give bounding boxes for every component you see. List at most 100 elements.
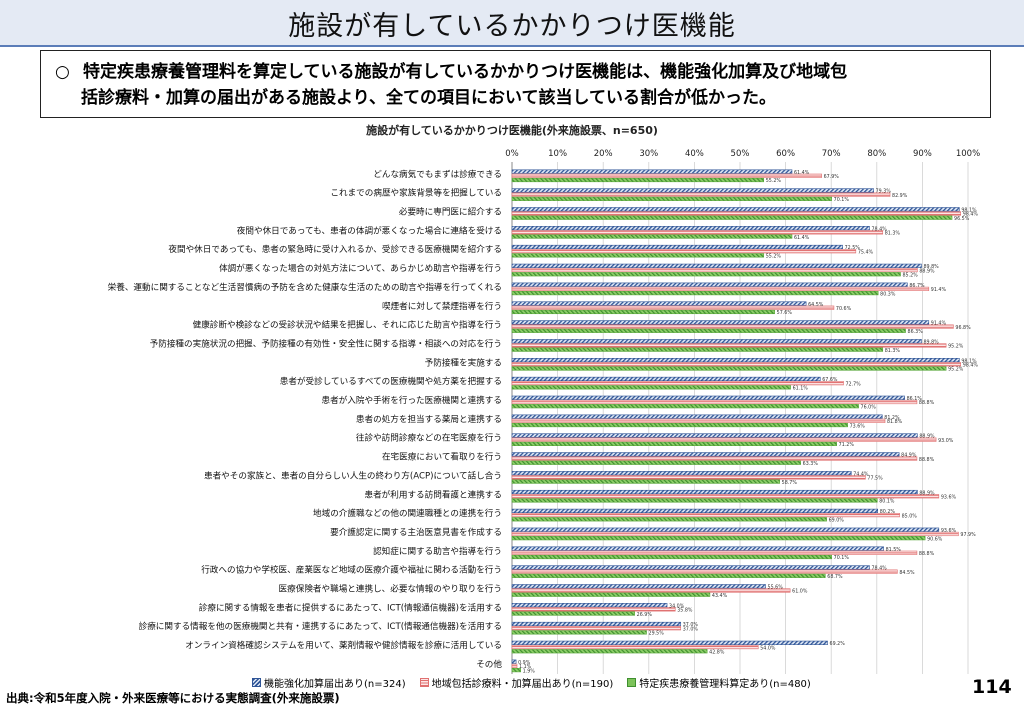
data-label: 61.0% (792, 589, 808, 595)
bar (511, 644, 759, 650)
source-note: 出典:令和5年度入院・外来医療等における実態調査(外来施設票) (6, 691, 340, 705)
bars (511, 169, 962, 673)
bar (511, 667, 521, 673)
bar (511, 441, 837, 447)
data-label: 78.4% (872, 566, 888, 572)
bar (511, 196, 832, 201)
bar (511, 399, 918, 405)
data-label: 89.8% (923, 339, 939, 345)
bar (511, 475, 866, 480)
bar (511, 531, 959, 537)
bar (511, 592, 711, 597)
bar (511, 546, 884, 551)
bar (511, 460, 801, 465)
data-label: 34.0% (669, 603, 685, 609)
category-label: 地域の介護職などの他の関連職種との連携を行う (313, 507, 502, 519)
bar (511, 565, 870, 570)
legend-item-c: 特定疾患療養管理料算定あり(n=480) (627, 675, 811, 690)
category-label: 喫煙者に対して禁煙指導を行う (382, 300, 502, 312)
data-label: 98.1% (961, 208, 977, 214)
data-label: 88.9% (919, 490, 935, 496)
data-label: 43.4% (712, 593, 728, 599)
summary-box: ○ 特定疾患療養管理料を算定している施設が有しているかかりつけ医機能は、機能強化加… (40, 50, 991, 118)
legend-item-b: 地域包括診療料・加算届出あり(n=190) (419, 675, 614, 690)
legend-label-a: 機能強化加算届出あり(n=324) (264, 679, 406, 690)
bar (511, 234, 793, 239)
bar (511, 291, 879, 296)
data-label: 61.4% (794, 170, 810, 176)
data-label: 88.9% (919, 268, 935, 274)
bar (511, 607, 676, 612)
x-tick-label: 0% (505, 149, 519, 159)
bar (511, 418, 886, 423)
data-label: 88.8% (919, 551, 935, 557)
title-bar: 施設が有しているかかりつけ医機能 (0, 0, 1024, 47)
bar (511, 347, 884, 352)
bar (511, 244, 843, 250)
summary-line-1: ○ 特定疾患療養管理料を算定している施設が有しているかかりつけ医機能は、機能強化加… (55, 59, 980, 85)
bar (511, 498, 878, 503)
bar (511, 630, 647, 635)
data-label: 96.8% (955, 325, 971, 331)
data-label: 73.6% (850, 423, 866, 429)
bar (511, 211, 962, 216)
bar (511, 395, 905, 400)
data-label: 61.4% (794, 235, 810, 241)
bar (511, 640, 828, 645)
bar (511, 366, 947, 371)
bar (511, 527, 940, 532)
bar (511, 611, 635, 616)
category-label: 往診や訪問診療などの在宅医療を行う (356, 432, 502, 444)
bar (511, 508, 879, 514)
data-label: 93.6% (941, 528, 957, 534)
category-label: どんな病気でもまずは診療できる (373, 168, 502, 180)
data-label: 79.3% (876, 189, 892, 195)
bar (511, 249, 857, 254)
bar (511, 173, 822, 178)
category-label: 在宅医療において看取りを行う (382, 451, 502, 463)
bar (511, 301, 807, 306)
data-label: 68.7% (827, 574, 843, 580)
data-label: 58.7% (782, 480, 798, 486)
data-label: 26.9% (637, 612, 653, 618)
data-label: 93.6% (941, 494, 957, 500)
chart-title: 施設が有しているかかりつけ医機能(外来施設票、n=650) (366, 123, 658, 137)
data-label: 55.2% (766, 178, 782, 184)
category-label: 患者が利用する訪問看護と連携する (364, 488, 502, 500)
legend-swatch-c (627, 678, 637, 687)
data-label: 93.0% (938, 438, 954, 444)
bar (511, 267, 918, 273)
data-label: 85.0% (902, 513, 918, 519)
data-label: 82.9% (892, 193, 908, 199)
bar (511, 339, 922, 344)
data-labels: 61.4%67.9%55.2%79.3%82.9%70.1%98.1%98.4%… (518, 170, 978, 674)
bar (511, 263, 922, 268)
legend-item-a: 機能強化加算届出あり(n=324) (252, 675, 406, 690)
data-label: 81.5% (886, 547, 902, 553)
data-label: 72.5% (845, 245, 861, 251)
data-label: 75.4% (858, 249, 874, 255)
bar (511, 305, 835, 310)
data-label: 84.5% (899, 570, 915, 576)
data-label: 84.9% (901, 453, 917, 459)
data-label: 78.4% (872, 226, 888, 232)
data-label: 69.0% (829, 518, 845, 524)
data-label: 57.6% (777, 310, 793, 316)
data-label: 55.6% (768, 585, 784, 591)
bar (511, 437, 937, 442)
data-label: 37.0% (683, 622, 699, 628)
bar (511, 569, 898, 574)
data-label: 91.4% (931, 287, 947, 293)
bar (511, 343, 947, 348)
category-label: 夜間や休日であっても、患者の緊急時に受け入れるか、受診できる医療機関を紹介する (168, 243, 502, 255)
data-label: 95.2% (948, 367, 964, 373)
data-label: 88.9% (919, 434, 935, 440)
bar (511, 588, 791, 593)
legend-label-b: 地域包括診療料・加算届出あり(n=190) (431, 679, 614, 690)
data-label: 90.6% (927, 536, 943, 542)
x-axis-ticks: 0% 10% 20% 30% 40% 50% 60% 70% 80% 90% 100% (505, 149, 980, 159)
category-label: 体調が悪くなった場合の対処方法について、あらかじめ助言や指導を行う (219, 262, 502, 274)
category-label: オンライン資格確認システムを用いて、薬剤情報や健診情報を診療に活用している (185, 639, 502, 651)
data-label: 98.4% (963, 363, 979, 369)
summary-bullet: ○ (55, 62, 70, 82)
